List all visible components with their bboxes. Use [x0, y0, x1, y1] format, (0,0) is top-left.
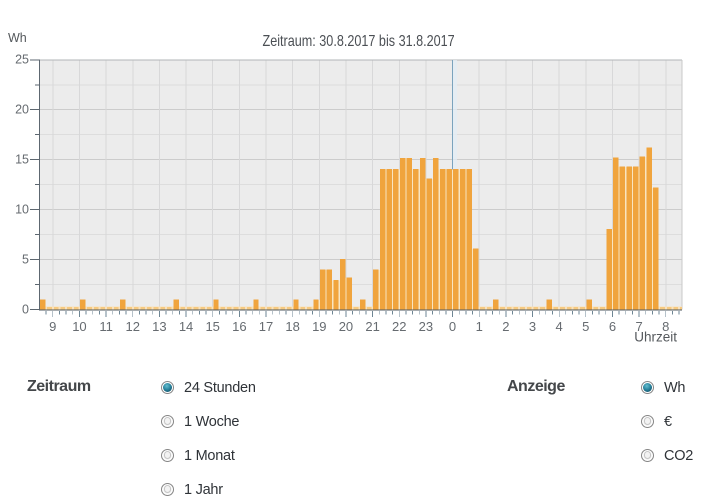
svg-text:7: 7 — [635, 319, 642, 334]
svg-text:25: 25 — [15, 53, 29, 67]
svg-text:Zeitraum: 30.8.2017 bis 31.8.2: Zeitraum: 30.8.2017 bis 31.8.2017 — [263, 33, 455, 50]
svg-text:8: 8 — [662, 319, 669, 334]
svg-text:22: 22 — [392, 319, 406, 334]
svg-text:6: 6 — [609, 319, 616, 334]
svg-text:9: 9 — [49, 319, 56, 334]
svg-text:19: 19 — [312, 319, 326, 334]
svg-text:12: 12 — [126, 319, 140, 334]
svg-text:Wh: Wh — [8, 31, 27, 45]
svg-text:15: 15 — [205, 319, 219, 334]
svg-text:2: 2 — [502, 319, 509, 334]
svg-text:4: 4 — [556, 319, 563, 334]
svg-text:5: 5 — [582, 319, 589, 334]
svg-text:20: 20 — [339, 319, 353, 334]
svg-text:23: 23 — [419, 319, 433, 334]
svg-text:20: 20 — [15, 103, 29, 117]
svg-text:10: 10 — [72, 319, 86, 334]
svg-text:1: 1 — [476, 319, 483, 334]
svg-text:3: 3 — [529, 319, 536, 334]
svg-text:16: 16 — [232, 319, 246, 334]
svg-text:14: 14 — [179, 319, 193, 334]
svg-text:15: 15 — [15, 153, 29, 167]
svg-text:17: 17 — [259, 319, 273, 334]
svg-text:18: 18 — [285, 319, 299, 334]
svg-text:21: 21 — [365, 319, 379, 334]
svg-text:5: 5 — [22, 252, 29, 266]
svg-text:13: 13 — [152, 319, 166, 334]
svg-text:Uhrzeit: Uhrzeit — [634, 330, 677, 345]
svg-text:11: 11 — [99, 319, 113, 334]
svg-text:0: 0 — [449, 319, 456, 334]
svg-text:0: 0 — [22, 302, 29, 316]
svg-text:10: 10 — [15, 203, 29, 217]
